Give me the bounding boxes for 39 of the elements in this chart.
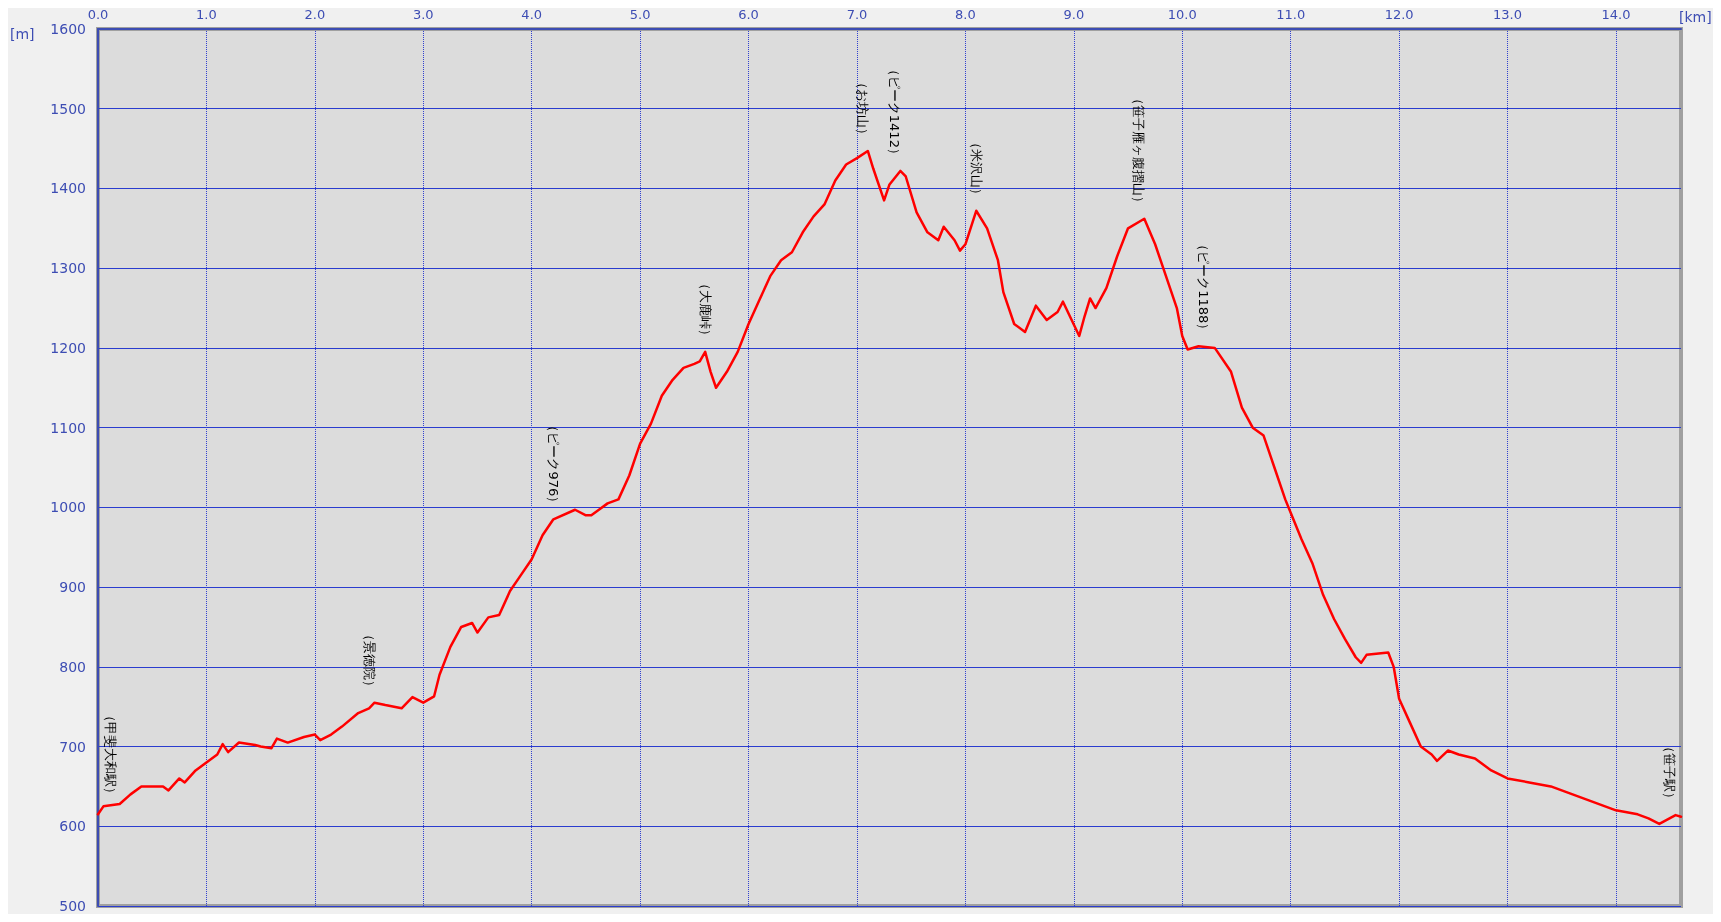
y-tick-label: 700 (59, 738, 86, 755)
annotation: （景徳院） (361, 627, 377, 693)
y-tick-label: 1500 (50, 100, 86, 117)
x-tick-label: 2.0 (304, 7, 326, 22)
y-tick-label: 500 (59, 898, 86, 914)
annotation: （笹子駅） (1661, 740, 1677, 806)
annotation: （ピーク1412） (887, 62, 903, 161)
x-tick-label: 0.0 (87, 7, 109, 22)
y-tick-label: 1000 (50, 499, 86, 516)
x-tick-label: 12.0 (1384, 7, 1414, 22)
y-tick-label: 800 (59, 658, 86, 675)
x-tick-label: 14.0 (1601, 7, 1631, 22)
x-tick-label: 6.0 (738, 7, 759, 22)
y-tick-label: 1100 (50, 419, 86, 436)
x-tick-label: 4.0 (521, 7, 543, 22)
annotation: （笹子雁ヶ腹摺山） (1131, 91, 1147, 209)
y-tick-label: 1600 (50, 21, 86, 37)
annotation: （ピーク1188） (1196, 238, 1212, 337)
annotation: （ピーク976） (545, 419, 561, 510)
y-tick-label: 1300 (50, 260, 86, 277)
x-tick-label: 5.0 (629, 7, 651, 22)
y-tick-label: 600 (59, 818, 86, 835)
x-tick-label: 8.0 (955, 7, 976, 22)
annotation: （お坊山） (854, 75, 870, 141)
x-tick-label: 10.0 (1167, 7, 1197, 22)
y-tick-label: 1400 (50, 180, 86, 197)
x-axis-title: [km] (1679, 9, 1712, 25)
y-tick-label: 900 (59, 579, 86, 596)
x-tick-label: 1.0 (196, 7, 217, 22)
x-tick-label: 13.0 (1493, 7, 1522, 22)
annotation: （大鹿峠） (697, 276, 713, 342)
x-tick-label: 3.0 (412, 7, 434, 22)
annotation: （甲斐大和駅） (102, 709, 118, 801)
annotation: （米沢山） (968, 135, 984, 201)
y-tick-label: 1200 (50, 339, 86, 356)
x-tick-label: 9.0 (1063, 7, 1085, 22)
x-tick-label: 11.0 (1276, 7, 1306, 22)
x-tick-label: 7.0 (846, 7, 868, 22)
y-axis-title: [m] (10, 26, 35, 42)
